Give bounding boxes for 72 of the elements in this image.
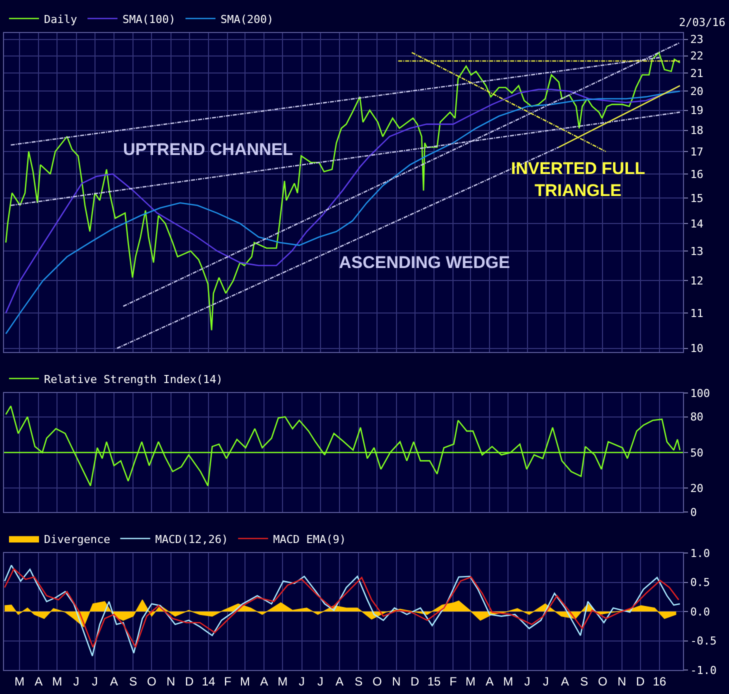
x-tick-label: M <box>465 674 476 688</box>
legend-label: SMA(100) <box>122 12 176 26</box>
y-tick-label: 22 <box>690 50 704 63</box>
y-tick-label: -1.0 <box>690 664 717 677</box>
y-tick-label: 0.0 <box>690 605 710 618</box>
text: 2/03/16 <box>679 16 726 29</box>
y-tick-label: 0.5 <box>690 576 710 590</box>
legend-label: SMA(200) <box>220 12 274 26</box>
y-tick-label: 13 <box>690 244 704 258</box>
x-tick-label: D <box>410 674 420 688</box>
y-tick-label: 0 <box>690 506 697 519</box>
x-tick-label: J <box>317 674 324 688</box>
x-tick-label: O <box>372 674 382 688</box>
x-tick-label: M <box>278 674 288 688</box>
y-tick-label: 16 <box>690 168 704 181</box>
legend-label: Divergence <box>44 532 110 546</box>
x-tick-label: 14 <box>202 674 216 688</box>
y-tick-label: 1.0 <box>690 546 710 560</box>
x-tick-label: S <box>129 674 138 688</box>
x-tick-label: A <box>110 674 118 688</box>
y-tick-label: 20 <box>690 85 704 98</box>
x-tick-label: A <box>34 674 43 688</box>
x-tick-label: O <box>146 674 156 688</box>
line-series <box>5 52 681 331</box>
x-tick-label: J <box>524 674 530 688</box>
y-tick-label: 17 <box>690 145 704 158</box>
annotation: UPTREND CHANNEL <box>123 140 293 159</box>
y-tick-label: -0.5 <box>690 634 717 648</box>
legend-label: Daily <box>44 12 78 26</box>
y-tick-label: 19 <box>690 104 704 118</box>
legend-label: MACD EMA(9) <box>273 532 346 546</box>
x-tick-label: A <box>560 674 569 688</box>
y-tick-label: 11 <box>690 306 704 320</box>
x-tick-label: O <box>598 674 608 688</box>
x-tick-label: 16 <box>652 674 667 688</box>
y-tick-label: 15 <box>690 192 704 205</box>
y-tick-label: 50 <box>690 446 704 460</box>
x-tick-label: S <box>580 674 588 688</box>
y-tick-label: 23 <box>690 33 704 46</box>
y-tick-label: 10 <box>690 342 704 356</box>
annotation: ASCENDING WEDGE <box>339 253 510 272</box>
x-tick-label: N <box>392 674 401 688</box>
y-tick-label: 14 <box>690 217 704 230</box>
annotation: INVERTED FULL TRIANGLE <box>511 159 646 200</box>
y-tick-label: 20 <box>690 482 704 496</box>
y-tick-label: 12 <box>690 274 704 288</box>
x-tick-label: M <box>52 674 62 688</box>
x-tick-label: J <box>542 674 549 688</box>
x-tick-label: A <box>486 674 494 688</box>
legend-label: Relative Strength Index(14) <box>44 372 223 386</box>
x-tick-label: F <box>450 674 457 688</box>
x-tick-label: J <box>92 674 98 688</box>
x-tick-label: M <box>503 674 514 688</box>
x-tick-label: A <box>260 674 268 688</box>
x-tick-label: A <box>335 674 344 688</box>
x-tick-label: S <box>354 674 363 688</box>
y-tick-label: 21 <box>690 66 704 80</box>
x-tick-label: F <box>224 674 232 688</box>
x-tick-label: 15 <box>427 674 442 688</box>
y-tick-label: 100 <box>690 386 710 400</box>
x-tick-label: M <box>14 674 24 688</box>
y-tick-label: 18 <box>690 124 704 138</box>
x-tick-label: N <box>617 674 626 688</box>
x-tick-label: N <box>166 674 176 688</box>
x-tick-label: M <box>240 674 250 688</box>
x-tick-label: J <box>73 674 80 688</box>
x-tick-label: D <box>636 674 646 688</box>
y-tick-label: 80 <box>690 410 704 424</box>
legend-label: MACD(12,26) <box>155 532 228 546</box>
x-tick-label: D <box>185 674 194 688</box>
line-series <box>5 405 681 486</box>
x-tick-label: J <box>298 674 305 688</box>
